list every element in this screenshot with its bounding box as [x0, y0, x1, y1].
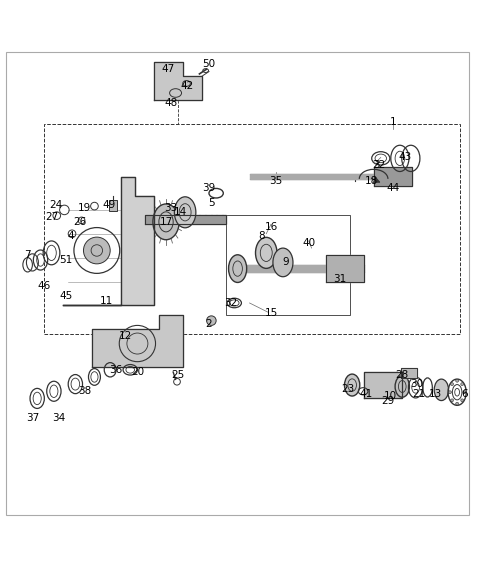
- Text: 44: 44: [386, 184, 399, 194]
- Text: 8: 8: [258, 231, 265, 241]
- Text: 2: 2: [205, 319, 212, 329]
- Text: 39: 39: [203, 184, 216, 194]
- Text: 29: 29: [381, 396, 395, 406]
- Text: 17: 17: [159, 217, 173, 227]
- Ellipse shape: [434, 379, 448, 400]
- Circle shape: [456, 379, 458, 382]
- Circle shape: [451, 383, 454, 386]
- Polygon shape: [230, 265, 364, 272]
- Text: 37: 37: [26, 413, 39, 422]
- Circle shape: [461, 383, 464, 386]
- Text: 40: 40: [302, 238, 316, 248]
- Circle shape: [461, 399, 464, 402]
- Text: 43: 43: [398, 153, 411, 162]
- Text: 32: 32: [224, 298, 237, 308]
- Circle shape: [456, 402, 458, 405]
- Text: 47: 47: [162, 64, 175, 74]
- Text: 30: 30: [410, 379, 423, 389]
- Polygon shape: [144, 215, 226, 224]
- Text: 11: 11: [100, 296, 113, 306]
- Text: 13: 13: [429, 388, 442, 399]
- Polygon shape: [364, 372, 402, 399]
- Text: 20: 20: [131, 367, 144, 377]
- Text: 35: 35: [269, 176, 282, 186]
- Text: 25: 25: [171, 369, 185, 379]
- Polygon shape: [92, 315, 183, 368]
- Ellipse shape: [255, 238, 277, 269]
- Ellipse shape: [174, 197, 196, 228]
- Ellipse shape: [345, 374, 360, 396]
- Text: 38: 38: [78, 386, 92, 396]
- Text: 7: 7: [24, 250, 31, 260]
- Circle shape: [84, 237, 110, 264]
- Text: 45: 45: [59, 291, 72, 301]
- Text: 23: 23: [341, 384, 354, 394]
- Bar: [109, 200, 117, 211]
- Text: 33: 33: [164, 203, 178, 212]
- Text: 10: 10: [384, 391, 397, 401]
- Text: 9: 9: [282, 257, 288, 267]
- Circle shape: [206, 316, 216, 325]
- Ellipse shape: [273, 248, 293, 277]
- Ellipse shape: [395, 376, 409, 397]
- Text: 4: 4: [67, 231, 74, 241]
- Text: 42: 42: [181, 81, 194, 91]
- Text: 46: 46: [38, 282, 51, 291]
- Text: 16: 16: [264, 222, 277, 231]
- Text: 14: 14: [174, 207, 187, 217]
- Text: 49: 49: [102, 200, 115, 210]
- Circle shape: [463, 391, 466, 394]
- Circle shape: [448, 391, 451, 394]
- Text: 12: 12: [119, 332, 132, 341]
- Text: 6: 6: [461, 388, 468, 399]
- Ellipse shape: [153, 204, 179, 240]
- Text: 28: 28: [396, 369, 409, 379]
- Text: 22: 22: [372, 159, 385, 169]
- Text: 15: 15: [264, 307, 277, 318]
- Polygon shape: [154, 62, 202, 100]
- Polygon shape: [401, 368, 417, 378]
- Text: 27: 27: [45, 212, 58, 222]
- Text: 48: 48: [164, 97, 178, 108]
- Text: 19: 19: [78, 203, 92, 212]
- Text: 36: 36: [109, 365, 122, 375]
- Text: 31: 31: [334, 274, 347, 284]
- Polygon shape: [373, 167, 412, 186]
- Circle shape: [451, 399, 454, 402]
- Text: 51: 51: [59, 255, 72, 265]
- Text: 1: 1: [389, 117, 396, 127]
- Text: 18: 18: [365, 176, 378, 186]
- Text: 34: 34: [52, 413, 65, 422]
- Ellipse shape: [228, 255, 247, 283]
- Polygon shape: [326, 255, 364, 282]
- Text: 21: 21: [412, 388, 426, 399]
- Text: 26: 26: [73, 217, 87, 227]
- Polygon shape: [63, 177, 154, 305]
- Text: 50: 50: [203, 59, 216, 69]
- Text: 3: 3: [372, 159, 379, 169]
- Text: 24: 24: [49, 200, 63, 210]
- Polygon shape: [250, 174, 383, 179]
- Text: 5: 5: [208, 198, 215, 208]
- Text: 41: 41: [360, 388, 373, 399]
